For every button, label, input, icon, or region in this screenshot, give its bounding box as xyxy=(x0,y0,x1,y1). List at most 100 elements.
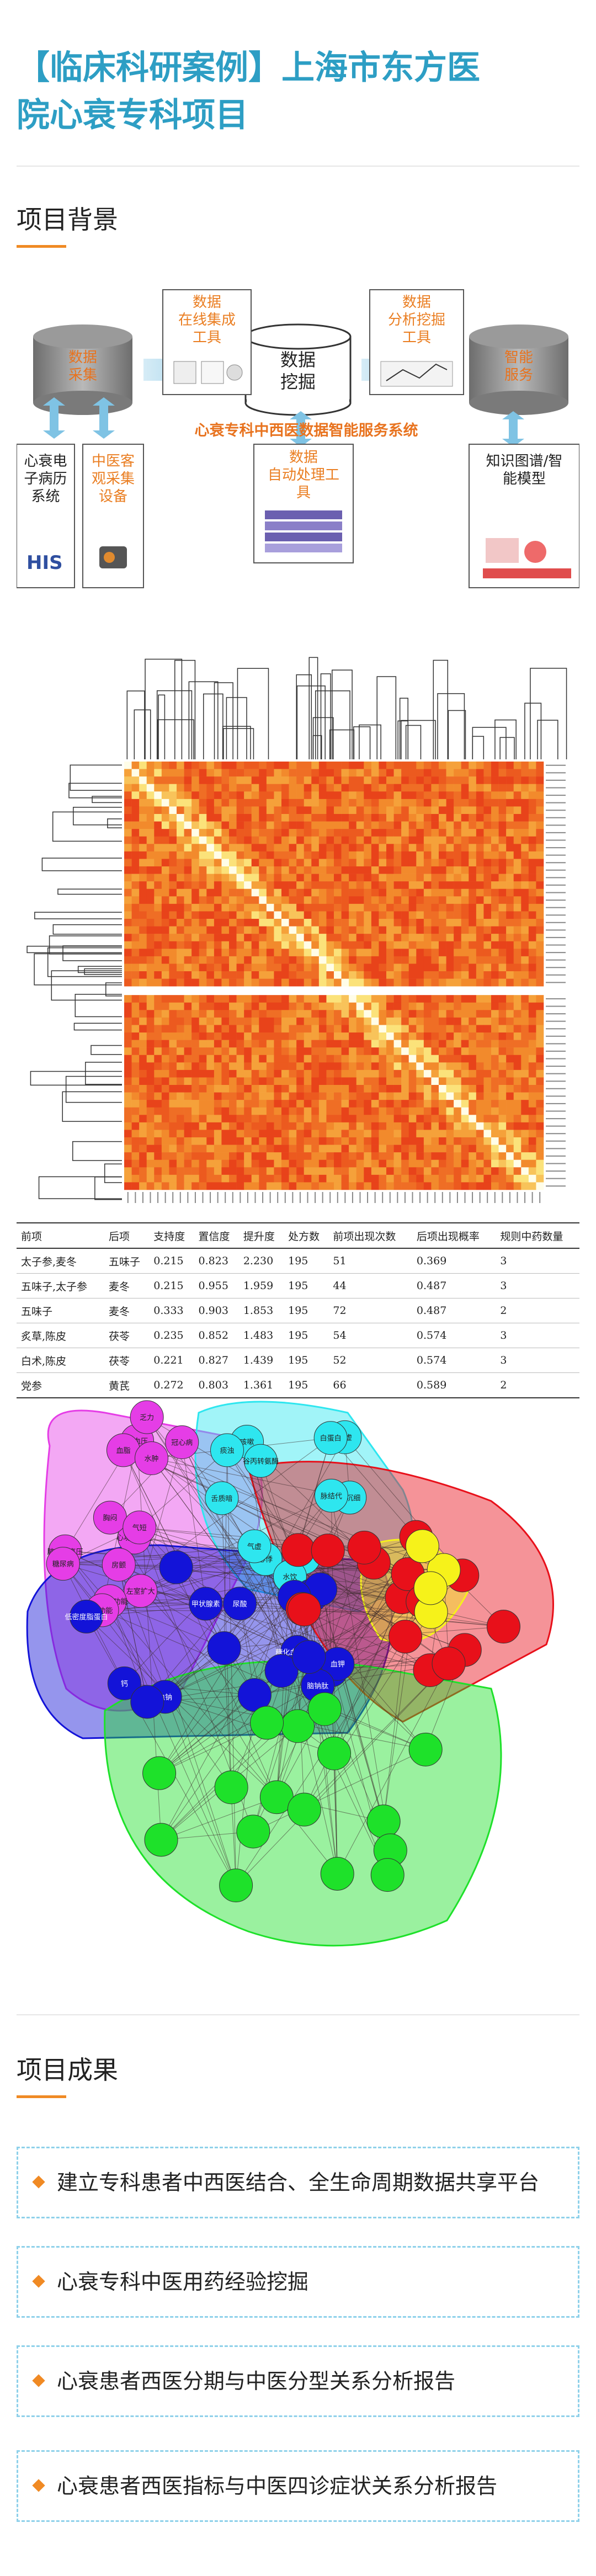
heatmap-cell xyxy=(498,1062,507,1071)
heatmap-cell xyxy=(169,926,177,934)
heatmap-cell xyxy=(311,829,320,837)
network-edge xyxy=(151,1458,444,1571)
heatmap-cell xyxy=(169,1077,177,1085)
heatmap-cell xyxy=(439,896,446,904)
heatmap-cell xyxy=(311,762,320,769)
heatmap-cell xyxy=(439,949,446,957)
heatmap-cell xyxy=(304,964,312,972)
heatmap-cell xyxy=(296,978,305,987)
dendrogram-branch xyxy=(397,720,409,759)
heatmap-cell xyxy=(439,1040,446,1048)
heatmap-cell xyxy=(469,1025,477,1033)
heatmap-cell xyxy=(326,866,334,874)
heatmap-cell xyxy=(131,762,140,769)
heatmap-cell xyxy=(229,806,237,815)
heatmap-cell xyxy=(349,1077,357,1085)
table-cell: 2 xyxy=(496,1298,579,1323)
heatmap-cell xyxy=(318,1130,327,1138)
heatmap-cell xyxy=(454,971,462,979)
heatmap-cell xyxy=(139,964,147,972)
heatmap-cell xyxy=(131,1085,140,1093)
table-cell: 66 xyxy=(328,1372,412,1398)
heatmap-cell xyxy=(214,888,222,897)
heatmap-cell xyxy=(393,964,402,972)
heatmap-cell xyxy=(131,941,140,949)
heatmap-cell xyxy=(454,821,462,829)
heatmap-cell xyxy=(259,1032,267,1040)
heatmap-cell xyxy=(199,814,207,822)
heatmap-cell xyxy=(393,829,402,837)
heatmap-cell xyxy=(498,896,507,904)
emr-system-label: 心衰电 子病历 系统 xyxy=(24,453,67,505)
heatmap-cell xyxy=(281,903,289,912)
heatmap-cell xyxy=(349,1100,357,1108)
heatmap-cell xyxy=(281,791,289,800)
heatmap-cell xyxy=(266,791,274,800)
heatmap-cell xyxy=(154,1002,162,1010)
heatmap-cell xyxy=(536,1137,544,1145)
heatmap-cell xyxy=(184,799,192,807)
heatmap-cell xyxy=(401,903,409,912)
heatmap-cell xyxy=(401,1069,409,1078)
heatmap-cell xyxy=(528,964,536,972)
heatmap-cell xyxy=(341,1047,349,1056)
heatmap-cell xyxy=(326,769,334,777)
heatmap-cell xyxy=(371,978,379,987)
heatmap-cell xyxy=(393,1115,402,1123)
heatmap-cell xyxy=(177,1182,184,1190)
heatmap-cell xyxy=(244,995,252,1003)
heatmap-cell xyxy=(214,1130,222,1138)
heatmap-cell xyxy=(139,1069,147,1078)
heatmap-cell xyxy=(169,784,177,792)
heatmap-cell xyxy=(318,874,327,882)
heatmap-cell xyxy=(274,1100,282,1108)
heatmap-cell xyxy=(476,881,484,890)
heatmap-cell xyxy=(423,799,432,807)
heatmap-cell xyxy=(446,903,454,912)
heatmap-cell xyxy=(184,874,192,882)
heatmap-cell xyxy=(251,829,259,837)
heatmap-cell xyxy=(536,896,544,904)
heatmap-cell xyxy=(356,1152,364,1161)
heatmap-cell xyxy=(491,903,499,912)
heatmap-cell xyxy=(251,769,259,777)
heatmap-cell xyxy=(318,859,327,867)
dendrogram-branch xyxy=(401,720,436,759)
network-node xyxy=(287,1792,321,1827)
heatmap-cell xyxy=(349,799,357,807)
heatmap-cell xyxy=(483,851,492,859)
heatmap-cell xyxy=(469,1137,477,1145)
table-header: 前项 xyxy=(17,1222,104,1249)
heatmap-cell xyxy=(146,964,155,972)
heatmap-cell xyxy=(364,806,372,815)
heatmap-cell xyxy=(491,919,499,927)
heatmap-cell xyxy=(244,784,252,792)
heatmap-cell xyxy=(408,956,417,964)
table-cell: 0.827 xyxy=(194,1348,239,1373)
heatmap-cell xyxy=(146,888,155,897)
heatmap-cell xyxy=(311,911,320,919)
heatmap-cell xyxy=(439,956,446,964)
heatmap-cell xyxy=(177,903,184,912)
diamond-bullet-icon xyxy=(32,2374,45,2387)
heatmap-cell xyxy=(513,956,522,964)
heatmap-cell xyxy=(139,1040,147,1048)
heatmap-cell xyxy=(214,1159,222,1168)
heatmap-cell xyxy=(318,995,327,1003)
heatmap-cell xyxy=(461,888,469,897)
dendrogram-branch xyxy=(65,1076,122,1103)
heatmap-cell xyxy=(266,903,274,912)
table-cell: 党参 xyxy=(17,1372,104,1398)
heatmap-cell xyxy=(311,956,320,964)
heatmap-cell xyxy=(461,956,469,964)
table-cell: 0.272 xyxy=(149,1372,194,1398)
heatmap-cell xyxy=(311,1017,320,1025)
heatmap-cell xyxy=(146,844,155,852)
heatmap-cell xyxy=(169,829,177,837)
heatmap-cell xyxy=(191,1100,200,1108)
heading-underline xyxy=(17,2095,66,2098)
heatmap-cell xyxy=(416,1182,424,1190)
heatmap-cell xyxy=(364,1032,372,1040)
heatmap-cell xyxy=(393,1040,402,1048)
heatmap-cell xyxy=(401,1025,409,1033)
